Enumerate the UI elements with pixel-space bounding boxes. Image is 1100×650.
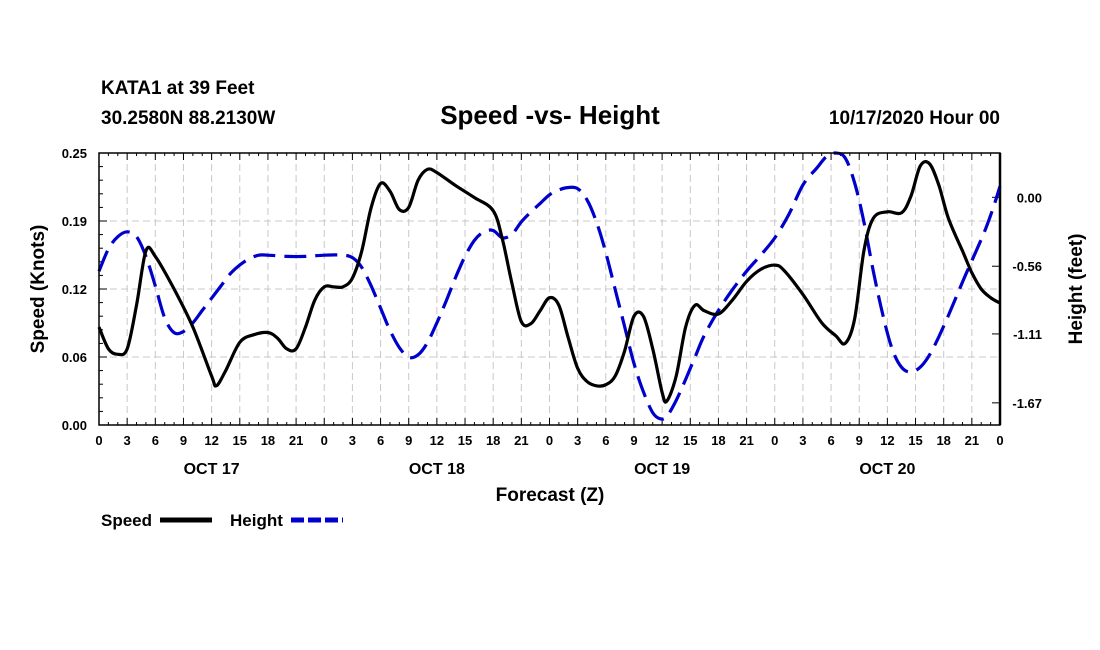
x-tick-label: 21	[289, 433, 303, 448]
x-tick-label: 3	[124, 433, 131, 448]
x-tick-label: 3	[349, 433, 356, 448]
day-label: OCT 17	[184, 461, 240, 478]
x-tick-label: 0	[771, 433, 778, 448]
y-left-tick-label: 0.00	[62, 418, 87, 433]
x-tick-label: 18	[711, 433, 725, 448]
y-axis-left-label: Speed (Knots)	[28, 225, 49, 354]
day-label: OCT 18	[409, 461, 465, 478]
x-tick-label: 15	[908, 433, 922, 448]
y-right-tick-label: -0.56	[1012, 259, 1042, 274]
x-axis-label: Forecast (Z)	[496, 485, 605, 506]
y-right-tick-label: -1.11	[1013, 327, 1042, 342]
y-left-tick-label: 0.25	[62, 146, 87, 161]
y-axis-right-label: Height (feet)	[1066, 234, 1087, 345]
x-tick-label: 9	[405, 433, 412, 448]
forecast-datetime: 10/17/2020 Hour 00	[829, 108, 1000, 129]
plot-frame	[98, 152, 1001, 426]
x-tick-label: 21	[965, 433, 979, 448]
x-tick-label: 12	[655, 433, 669, 448]
y-left-tick-label: 0.19	[62, 214, 87, 229]
x-tick-label: 0	[95, 433, 102, 448]
day-label: OCT 19	[634, 461, 690, 478]
x-tick-label: 21	[739, 433, 753, 448]
x-tick-label: 15	[458, 433, 472, 448]
height-series-line	[97, 151, 1002, 421]
y-left-tick-label: 0.06	[62, 350, 87, 365]
x-tick-label: 12	[204, 433, 218, 448]
x-tick-label: 6	[827, 433, 834, 448]
coordinates-label: 30.2580N 88.2130W	[101, 108, 275, 129]
x-tick-label: 0	[321, 433, 328, 448]
x-tick-label: 18	[936, 433, 950, 448]
x-tick-label: 3	[574, 433, 581, 448]
x-tick-label: 15	[233, 433, 247, 448]
x-tick-label: 15	[683, 433, 697, 448]
grid	[99, 153, 1000, 425]
x-tick-label: 0	[546, 433, 553, 448]
x-tick-label: 9	[180, 433, 187, 448]
speed-series-line	[97, 160, 1001, 404]
series-layer	[97, 151, 1002, 421]
x-tick-label: 0	[996, 433, 1003, 448]
x-tick-label: 9	[630, 433, 637, 448]
x-tick-label: 18	[261, 433, 275, 448]
y-right-tick-label: 0.00	[1017, 190, 1042, 205]
x-tick-label: 3	[799, 433, 806, 448]
legend-speed-label: Speed	[101, 511, 152, 530]
day-label: OCT 20	[859, 461, 915, 478]
y-right-tick-label: -1.67	[1012, 396, 1042, 411]
chart-title: Speed -vs- Height	[440, 100, 660, 130]
x-tick-label: 21	[514, 433, 528, 448]
x-tick-label: 12	[880, 433, 894, 448]
axis-ticks: 0 3 6 9 12 15 18 21 0 3 6 9 12 15 18 21 0 3 6 9 12 15 18 21 0 3 6 9…	[62, 146, 1042, 478]
x-tick-label: 6	[377, 433, 384, 448]
x-tick-label: 6	[602, 433, 609, 448]
x-tick-label: 12	[430, 433, 444, 448]
y-left-tick-label: 0.12	[62, 282, 87, 297]
station-label: KATA1 at 39 Feet	[101, 78, 255, 99]
legend-height-label: Height	[230, 511, 283, 530]
x-tick-label: 6	[152, 433, 159, 448]
x-tick-label: 18	[486, 433, 500, 448]
x-tick-label: 9	[856, 433, 863, 448]
